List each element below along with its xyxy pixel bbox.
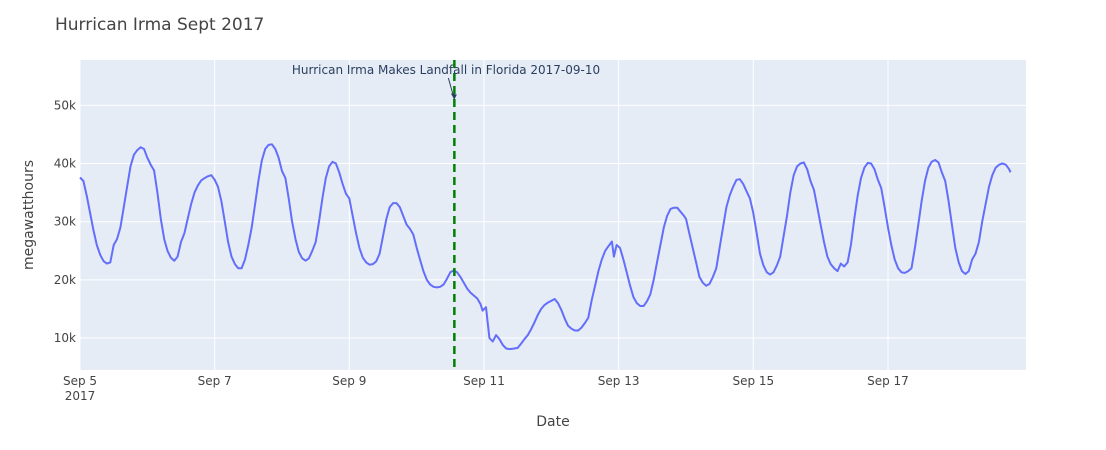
y-axis-title: megawatthours bbox=[21, 160, 37, 270]
x-tick-label: Sep 9 bbox=[332, 374, 366, 388]
x-tick-label: Sep 15 bbox=[732, 374, 774, 388]
y-gridlines bbox=[80, 104, 1026, 339]
y-tick-label: 20k bbox=[54, 273, 76, 287]
x-tick-label: Sep 17 bbox=[867, 374, 909, 388]
y-tick-label: 50k bbox=[54, 98, 76, 112]
annotation-text: Hurrican Irma Makes Landfall in Florida … bbox=[292, 63, 600, 77]
annotation: Hurrican Irma Makes Landfall in Florida … bbox=[292, 63, 600, 100]
y-tick-label: 30k bbox=[54, 215, 76, 229]
y-tick-label: 10k bbox=[54, 331, 76, 345]
y-tick-label: 40k bbox=[54, 157, 76, 171]
x-tick-label: Sep 5 bbox=[63, 374, 97, 388]
series-line[interactable] bbox=[79, 143, 1012, 351]
x-tick-labels: Sep 5 Sep 7 Sep 9 Sep 11 Sep 13 Sep 15 Sep 17 bbox=[63, 374, 909, 388]
plot-area[interactable] bbox=[80, 60, 1026, 370]
annotation-arrow-head bbox=[450, 93, 457, 100]
chart-title: Hurrican Irma Sept 2017 bbox=[55, 15, 264, 35]
x-year-label: 2017 bbox=[65, 389, 96, 403]
y-tick-labels: 10k 20k 30k 40k 50k bbox=[54, 98, 76, 345]
x-tick-label: Sep 7 bbox=[198, 374, 232, 388]
x-tick-label: Sep 11 bbox=[463, 374, 505, 388]
series-layer bbox=[79, 143, 1012, 351]
x-tick-label: Sep 13 bbox=[598, 374, 640, 388]
x-axis-title: Date bbox=[536, 414, 569, 430]
